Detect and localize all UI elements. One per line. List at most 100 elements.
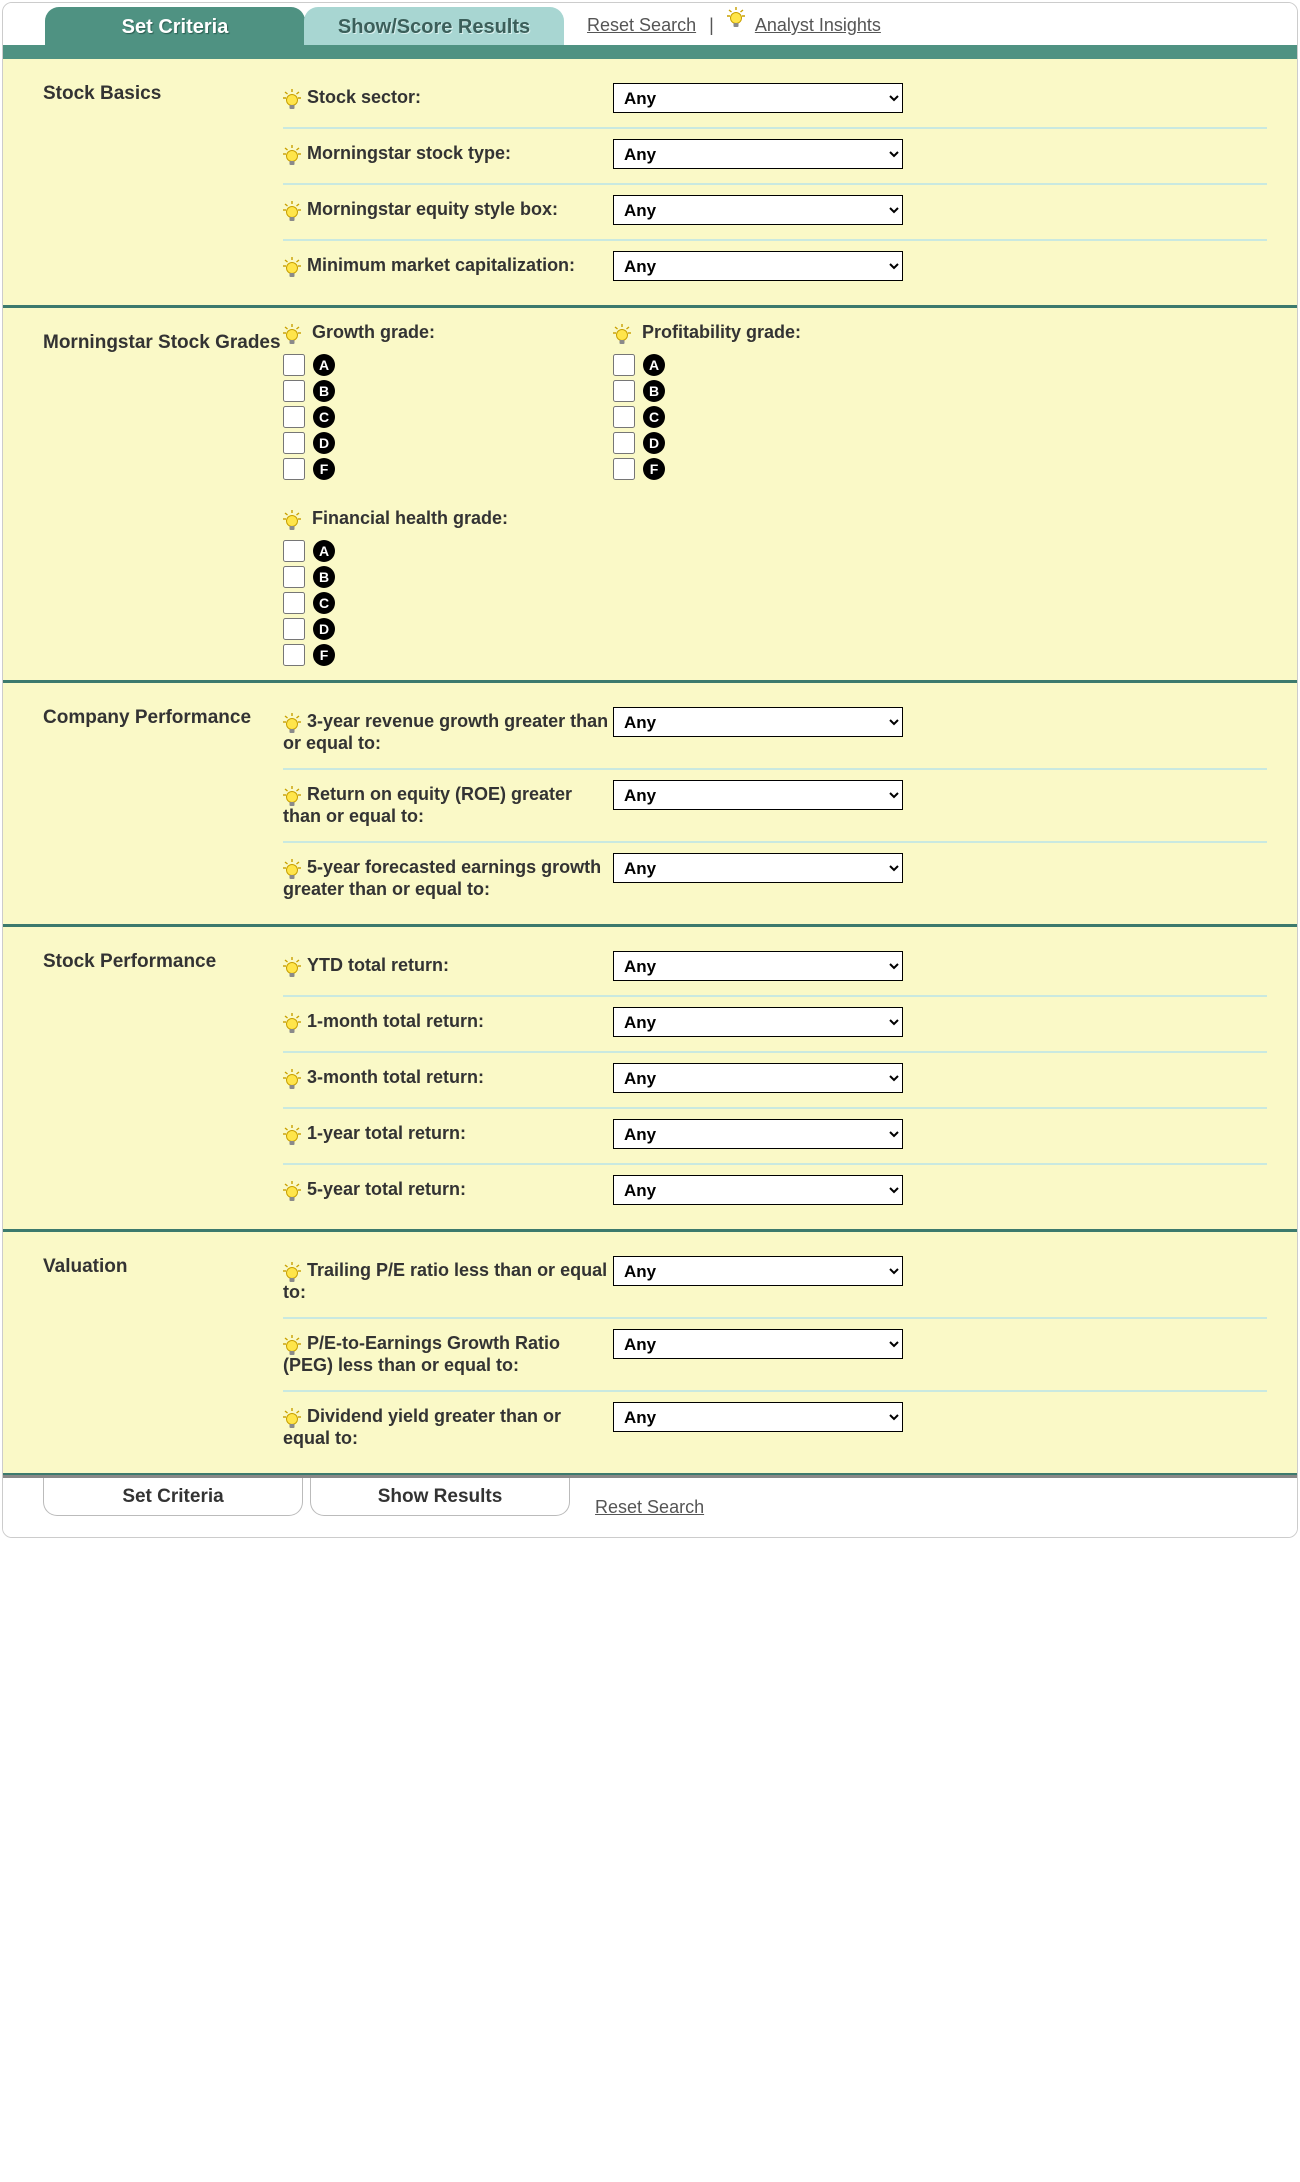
criteria-label: 3-year revenue growth greater than or eq… bbox=[283, 711, 608, 753]
criteria-label: Return on equity (ROE) greater than or e… bbox=[283, 784, 572, 826]
lightbulb-icon bbox=[283, 957, 305, 979]
checkbox-profitability-a[interactable] bbox=[613, 354, 635, 376]
lightbulb-icon bbox=[283, 1335, 305, 1357]
section-stock-basics: Stock Basics Stock sector:AnyMorningstar… bbox=[3, 59, 1297, 308]
grade-badge-c: C bbox=[643, 406, 665, 428]
criteria-row-p-e-to-earnings-growth-ratio-peg-less-th: P/E-to-Earnings Growth Ratio (PEG) less … bbox=[283, 1319, 1267, 1392]
select-3-year-revenue-growth-greater-than-or-eq[interactable]: Any bbox=[613, 707, 903, 737]
criteria-row-morningstar-stock-type: Morningstar stock type:Any bbox=[283, 129, 1267, 185]
bottom-tabbar: Set Criteria Show Results Reset Search bbox=[3, 1475, 1297, 1537]
select-minimum-market-capitalization[interactable]: Any bbox=[613, 251, 903, 281]
criteria-row-morningstar-equity-style-box: Morningstar equity style box:Any bbox=[283, 185, 1267, 241]
section-title: Stock Basics bbox=[3, 73, 283, 295]
bottom-tab-set-criteria[interactable]: Set Criteria bbox=[43, 1478, 303, 1516]
separator: | bbox=[709, 15, 714, 35]
select-ytd-total-return[interactable]: Any bbox=[613, 951, 903, 981]
section-title: Company Performance bbox=[3, 697, 283, 914]
section-title: Morningstar Stock Grades bbox=[3, 322, 283, 670]
lightbulb-icon bbox=[283, 201, 305, 223]
checkbox-growth-d[interactable] bbox=[283, 432, 305, 454]
checkbox-profitability-d[interactable] bbox=[613, 432, 635, 454]
criteria-row-3-year-revenue-growth-greater-than-or-eq: 3-year revenue growth greater than or eq… bbox=[283, 697, 1267, 770]
grade-badge-f: F bbox=[313, 458, 335, 480]
grade-option-profitability-b: B bbox=[613, 380, 943, 402]
select-3-month-total-return[interactable]: Any bbox=[613, 1063, 903, 1093]
checkbox-growth-c[interactable] bbox=[283, 406, 305, 428]
tab-set-criteria[interactable]: Set Criteria bbox=[45, 7, 305, 47]
criteria-label: 1-month total return: bbox=[307, 1011, 484, 1031]
link-reset-search[interactable]: Reset Search bbox=[587, 15, 696, 35]
select-1-month-total-return[interactable]: Any bbox=[613, 1007, 903, 1037]
top-tabbar: Set Criteria Show/Score Results Reset Se… bbox=[3, 3, 1297, 59]
grade-option-profitability-c: C bbox=[613, 406, 943, 428]
select-1-year-total-return[interactable]: Any bbox=[613, 1119, 903, 1149]
grade-option-financial-health-a: A bbox=[283, 540, 613, 562]
criteria-row-trailing-p-e-ratio-less-than-or-equal-to: Trailing P/E ratio less than or equal to… bbox=[283, 1246, 1267, 1319]
checkbox-growth-a[interactable] bbox=[283, 354, 305, 376]
checkbox-profitability-c[interactable] bbox=[613, 406, 635, 428]
criteria-row-dividend-yield-greater-than-or-equal-to: Dividend yield greater than or equal to:… bbox=[283, 1392, 1267, 1463]
checkbox-financial-health-a[interactable] bbox=[283, 540, 305, 562]
grade-option-financial-health-f: F bbox=[283, 644, 613, 666]
select-5-year-total-return[interactable]: Any bbox=[613, 1175, 903, 1205]
criteria-label: Minimum market capitalization: bbox=[307, 255, 575, 275]
screener-frame: Set Criteria Show/Score Results Reset Se… bbox=[2, 2, 1298, 1538]
criteria-label: YTD total return: bbox=[307, 955, 449, 975]
grade-badge-d: D bbox=[313, 618, 335, 640]
grade-option-profitability-d: D bbox=[613, 432, 943, 454]
select-trailing-p-e-ratio-less-than-or-equal-to[interactable]: Any bbox=[613, 1256, 903, 1286]
criteria-row-5-year-total-return: 5-year total return: Any bbox=[283, 1165, 1267, 1219]
lightbulb-icon bbox=[283, 1408, 305, 1430]
checkbox-profitability-f[interactable] bbox=[613, 458, 635, 480]
criteria-row-1-year-total-return: 1-year total return: Any bbox=[283, 1109, 1267, 1165]
select-morningstar-stock-type[interactable]: Any bbox=[613, 139, 903, 169]
checkbox-growth-b[interactable] bbox=[283, 380, 305, 402]
checkbox-financial-health-d[interactable] bbox=[283, 618, 305, 640]
criteria-row-ytd-total-return: YTD total return: Any bbox=[283, 941, 1267, 997]
grade-option-growth-b: B bbox=[283, 380, 613, 402]
teal-strip bbox=[3, 45, 1297, 59]
grade-label-financial-health: Financial health grade: bbox=[312, 508, 508, 528]
criteria-row-stock-sector: Stock sector:Any bbox=[283, 73, 1267, 129]
lightbulb-icon bbox=[283, 89, 305, 111]
select-return-on-equity-roe-greater-than-or-equ[interactable]: Any bbox=[613, 780, 903, 810]
select-morningstar-equity-style-box[interactable]: Any bbox=[613, 195, 903, 225]
checkbox-financial-health-c[interactable] bbox=[283, 592, 305, 614]
grade-label-growth: Growth grade: bbox=[312, 322, 435, 342]
criteria-row-3-month-total-return: 3-month total return:Any bbox=[283, 1053, 1267, 1109]
checkbox-growth-f[interactable] bbox=[283, 458, 305, 480]
lightbulb-icon bbox=[283, 1181, 305, 1203]
grade-option-growth-c: C bbox=[283, 406, 613, 428]
grade-badge-c: C bbox=[313, 592, 335, 614]
grade-option-financial-health-c: C bbox=[283, 592, 613, 614]
lightbulb-icon bbox=[283, 786, 305, 808]
lightbulb-icon bbox=[283, 859, 305, 881]
lightbulb-icon bbox=[283, 510, 305, 532]
grade-badge-a: A bbox=[313, 354, 335, 376]
select-p-e-to-earnings-growth-ratio-peg-less-th[interactable]: Any bbox=[613, 1329, 903, 1359]
bottom-link-reset-search[interactable]: Reset Search bbox=[595, 1497, 704, 1517]
select-dividend-yield-greater-than-or-equal-to[interactable]: Any bbox=[613, 1402, 903, 1432]
link-analyst-insights[interactable]: Analyst Insights bbox=[755, 15, 881, 35]
checkbox-financial-health-f[interactable] bbox=[283, 644, 305, 666]
grade-badge-a: A bbox=[643, 354, 665, 376]
tab-show-score-results[interactable]: Show/Score Results bbox=[304, 7, 564, 47]
select-stock-sector[interactable]: Any bbox=[613, 83, 903, 113]
grade-option-financial-health-b: B bbox=[283, 566, 613, 588]
select-5-year-forecasted-earnings-growth-greate[interactable]: Any bbox=[613, 853, 903, 883]
checkbox-profitability-b[interactable] bbox=[613, 380, 635, 402]
section-company-performance: Company Performance 3-year revenue growt… bbox=[3, 683, 1297, 927]
checkbox-financial-health-b[interactable] bbox=[283, 566, 305, 588]
grade-option-profitability-a: A bbox=[613, 354, 943, 376]
grade-label-profitability: Profitability grade: bbox=[642, 322, 801, 342]
bottom-tab-show-results[interactable]: Show Results bbox=[310, 1478, 570, 1516]
criteria-body: Stock Basics Stock sector:AnyMorningstar… bbox=[3, 59, 1297, 1475]
grade-badge-f: F bbox=[643, 458, 665, 480]
criteria-row-1-month-total-return: 1-month total return: Any bbox=[283, 997, 1267, 1053]
lightbulb-icon bbox=[283, 324, 305, 346]
lightbulb-icon bbox=[283, 257, 305, 279]
grade-badge-b: B bbox=[313, 566, 335, 588]
section-stock-performance: Stock Performance YTD total return:Any1-… bbox=[3, 927, 1297, 1232]
criteria-label: 5-year total return: bbox=[307, 1179, 466, 1199]
criteria-label: 1-year total return: bbox=[307, 1123, 466, 1143]
